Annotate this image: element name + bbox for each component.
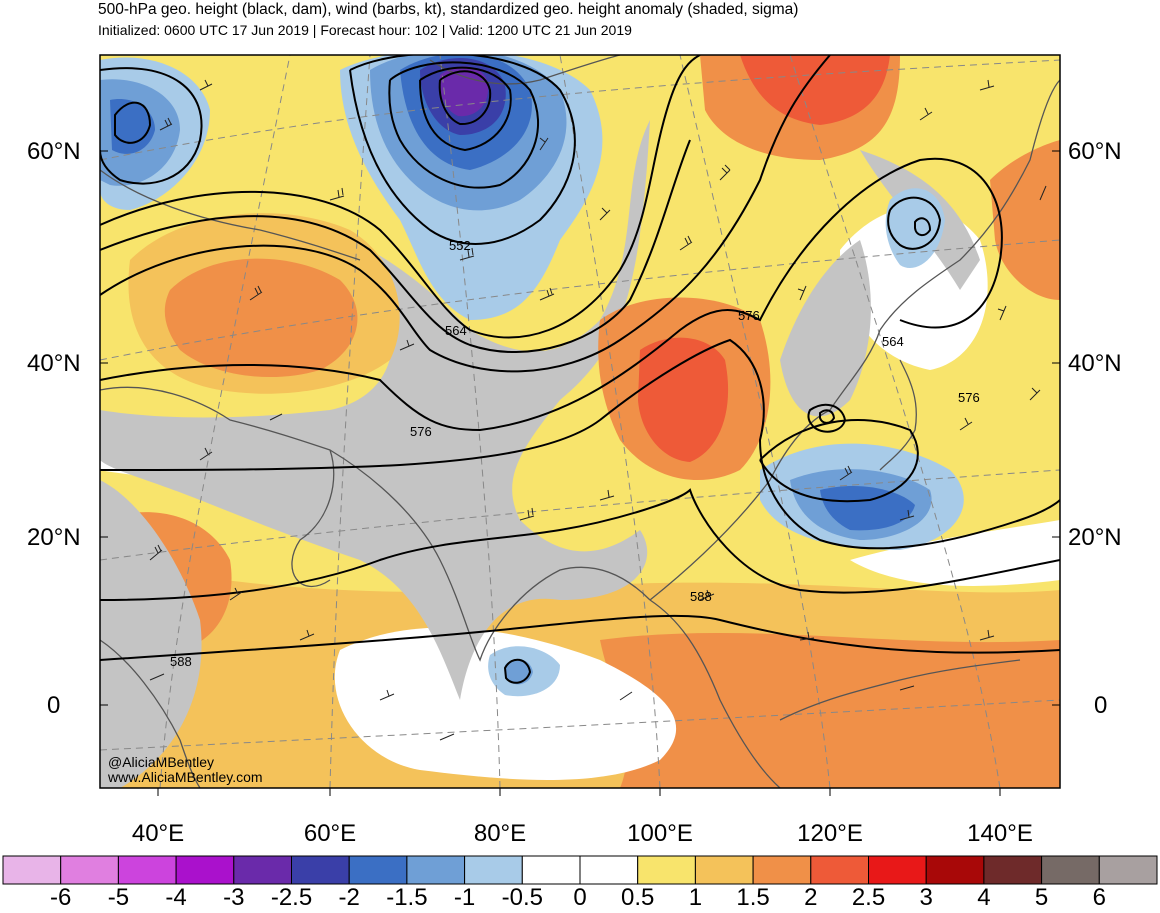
anomaly-pos-china-core	[638, 337, 729, 462]
colorbar-swatch	[406, 855, 466, 885]
colorbar-tick-label: 4	[977, 884, 991, 911]
colorbar-swatch	[637, 855, 696, 885]
colorbar-swatch	[1098, 855, 1158, 885]
colorbar-tick-label: -5	[107, 884, 130, 911]
terrain-mask-china-east	[780, 240, 871, 417]
colorbar-swatch	[925, 855, 985, 885]
anomaly-tropics-east	[600, 632, 1060, 788]
colorbar-tick-label: 0.5	[621, 884, 655, 911]
colorbar-tick-label: 1	[688, 884, 703, 911]
colorbar-swatch	[1041, 855, 1100, 885]
terrain-mask-asia	[100, 120, 650, 700]
lon-label: 120°E	[797, 820, 863, 847]
colorbar-swatch	[117, 855, 177, 885]
colorbar-tick-label: 5	[1034, 884, 1049, 911]
colorbar-tick-label: -1.5	[386, 884, 428, 911]
anomaly-neg-ural-center	[439, 66, 489, 117]
anomaly-pos-pacific-northeast	[990, 140, 1060, 300]
colorbar-tick-label: 1.5	[736, 884, 770, 911]
lon-label: 100°E	[627, 820, 693, 847]
colorbar-tick-label: -2	[338, 884, 360, 911]
map-subtitle: Initialized: 0600 UTC 17 Jun 2019 | Fore…	[98, 22, 632, 38]
contour-label: 552	[449, 238, 471, 253]
colorbar	[2, 855, 1158, 885]
lon-label: 40°E	[131, 820, 185, 847]
colorbar-tick-label: -1	[453, 884, 476, 911]
colorbar-swatch	[233, 855, 293, 885]
colorbar-swatch	[60, 855, 119, 885]
wind-barbs	[149, 79, 1047, 741]
credit-handle: @AliciaMBentley	[108, 754, 215, 770]
colorbar-tick-label: -4	[165, 884, 187, 911]
lat-label-left: 40°N	[27, 350, 81, 377]
colorbar-tick-label: -3	[223, 884, 245, 911]
colorbar-tick-label: 2	[804, 884, 818, 911]
anomaly-neutral-bay	[334, 627, 677, 780]
lon-label: 80°E	[473, 820, 527, 847]
contour-label: 564	[882, 334, 904, 349]
map-title: 500-hPa geo. height (black, dam), wind (…	[98, 1, 799, 18]
lat-label-right: 60°N	[1068, 138, 1122, 165]
colorbar-tick-label: 3	[919, 884, 933, 911]
coastlines	[100, 55, 1060, 788]
lat-label-left: 0	[47, 692, 61, 719]
contour-label-group: 552 564 576 576 564 576 588 588	[170, 238, 980, 669]
map-frame	[99, 54, 1061, 789]
contour-label: 588	[690, 589, 712, 604]
colorbar-tick-label: 0	[573, 884, 587, 911]
colorbar-tick-label: -0.5	[501, 884, 543, 911]
lon-label: 60°E	[303, 820, 357, 847]
colorbar-swatch	[810, 855, 869, 885]
colorbar-swatch	[694, 855, 754, 885]
anomaly-neutral-pacific	[850, 520, 1060, 586]
colorbar-swatch	[752, 855, 812, 885]
colorbar-tick-label: 2.5	[851, 884, 886, 911]
contour-label: 576	[958, 390, 980, 405]
lat-label-left: 20°N	[27, 524, 81, 551]
height-contours	[100, 55, 1060, 684]
contour-label: 588	[170, 654, 192, 669]
colorbar-swatch	[2, 855, 62, 885]
colorbar-swatch	[579, 855, 639, 885]
lat-label-right: 0	[1094, 692, 1108, 719]
lat-label-right: 20°N	[1068, 524, 1122, 551]
colorbar-tick-label: 6	[1092, 884, 1106, 911]
lat-label-left: 60°N	[27, 138, 81, 165]
contour-label: 564	[445, 323, 467, 338]
colorbar-swatch	[868, 855, 927, 885]
colorbar-swatch	[348, 855, 408, 885]
contour-label: 576	[738, 308, 760, 323]
colorbar-swatch	[521, 855, 581, 885]
anomaly-neg-east-china-core	[820, 485, 915, 531]
colorbar-swatch	[464, 855, 523, 885]
colorbar-swatch	[291, 855, 350, 885]
colorbar-tick-label: -2.5	[270, 884, 313, 911]
colorbar-swatch	[983, 855, 1043, 885]
colorbar-tick-label: -6	[50, 884, 72, 911]
anomaly-pos-europe-core	[164, 258, 358, 378]
contour-label: 576	[410, 424, 432, 439]
axis-ticks	[100, 150, 1060, 796]
credit-website: www.AliciaMBentley.com	[108, 769, 263, 785]
lat-label-right: 40°N	[1068, 350, 1122, 377]
lon-label: 140°E	[967, 820, 1033, 847]
colorbar-swatch	[175, 855, 235, 885]
